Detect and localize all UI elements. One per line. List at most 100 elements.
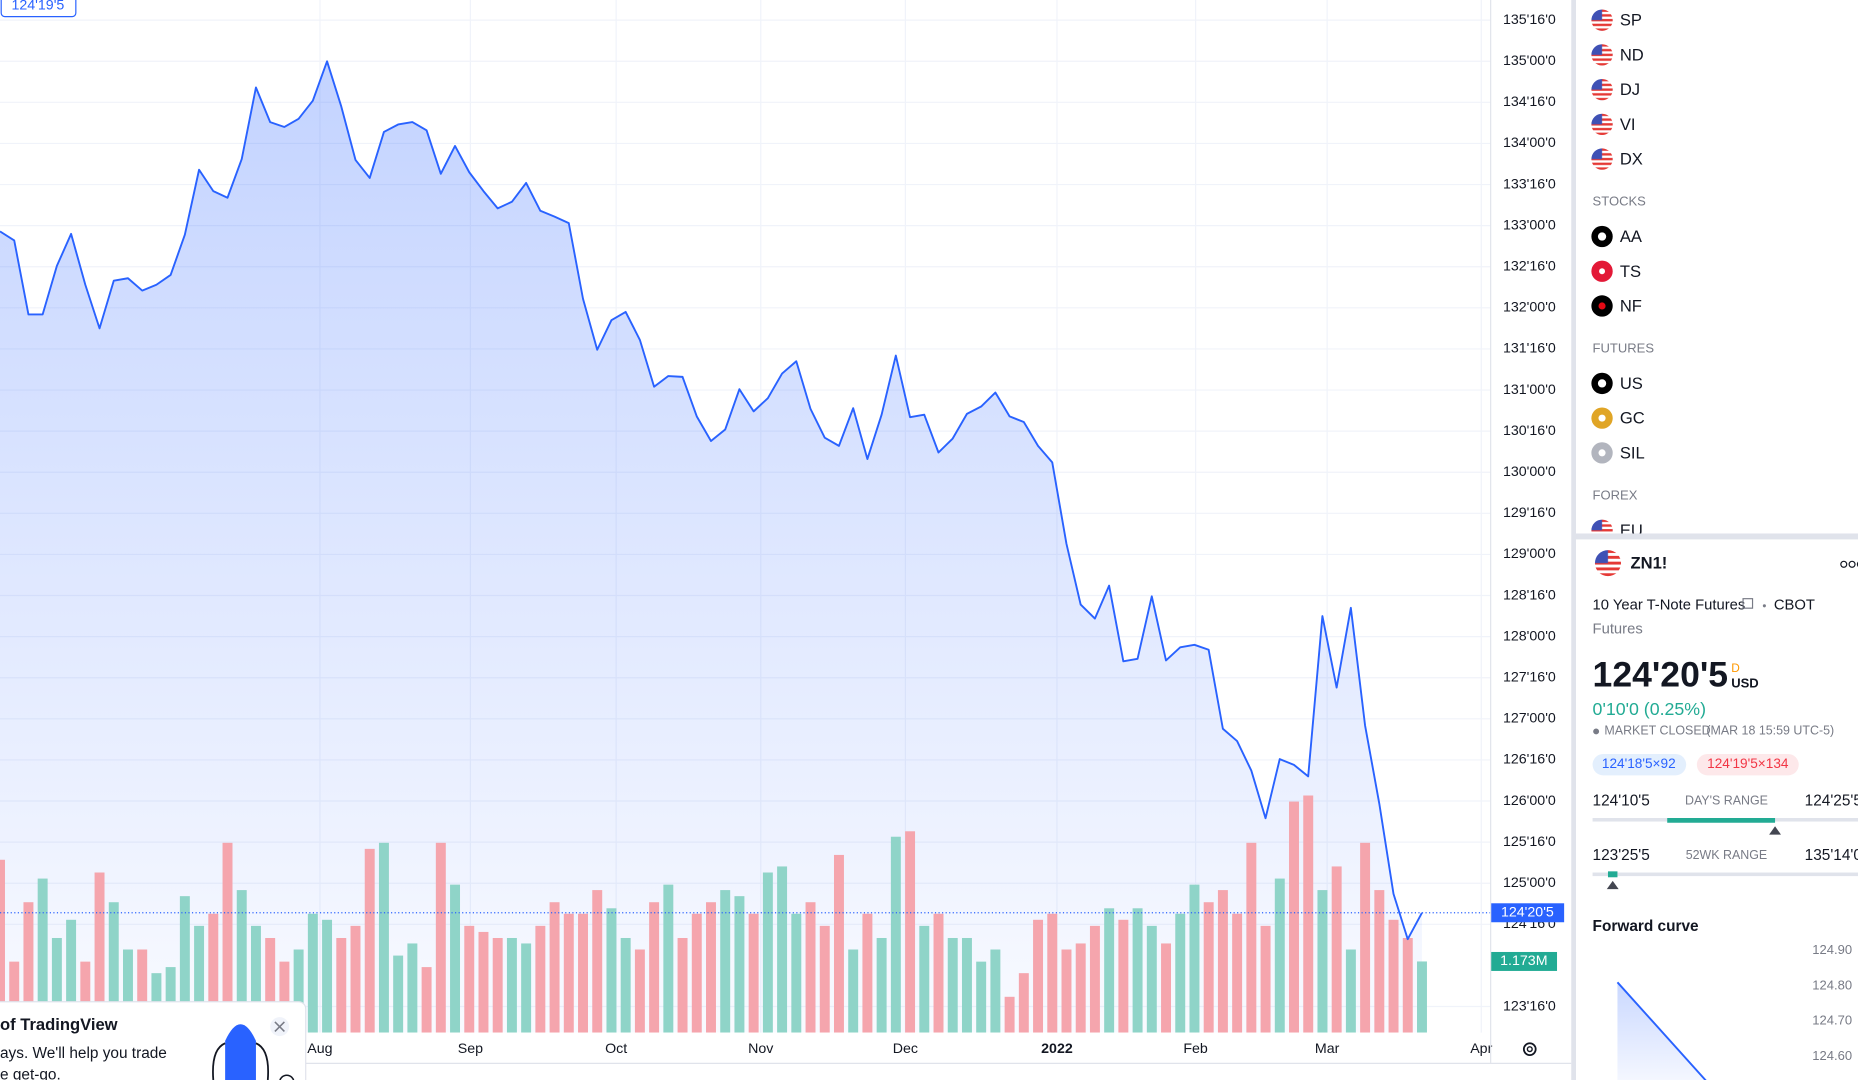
volume-bar (179, 896, 190, 1033)
dot[interactable] (1840, 560, 1848, 568)
volume-bar (1402, 937, 1413, 1033)
volume-bar (1317, 890, 1328, 1033)
close-button[interactable] (270, 1017, 290, 1037)
volume-bar (634, 949, 645, 1033)
status-time: (MAR 18 15:59 UTC-5) (1706, 724, 1834, 738)
watchlist-symbol[interactable]: DJ (1620, 80, 1640, 99)
y-tick-label: 129'00'0 (1503, 546, 1556, 562)
y-tick-label: 125'00'0 (1503, 875, 1556, 891)
volume-bar (137, 949, 148, 1033)
volume-bar (435, 842, 446, 1033)
volume-bar (677, 937, 688, 1033)
symbol-name: 10 Year T-Note Futures (1593, 598, 1746, 614)
x-tick-label: Aug (307, 1041, 332, 1057)
volume-bar (762, 872, 773, 1033)
watchlist-symbol[interactable]: TS (1620, 262, 1641, 281)
bid-pill (1592, 753, 1687, 776)
watchlist-symbol[interactable]: US (1620, 374, 1643, 393)
volume-bar (1033, 919, 1044, 1033)
range-track (1592, 872, 1858, 877)
volume-bar (322, 919, 333, 1033)
dot[interactable] (1856, 561, 1858, 567)
gear-icon[interactable] (1526, 1046, 1533, 1053)
watchlist-symbol[interactable]: EU (1620, 521, 1643, 540)
watchlist-section: FUTURES (1593, 340, 1655, 355)
dot[interactable] (1848, 560, 1856, 568)
x-tick-label: Sep (458, 1041, 483, 1057)
volume-bar (933, 913, 944, 1033)
watchlist-symbol[interactable]: ND (1620, 45, 1644, 64)
y-tick-label: 127'00'0 (1503, 711, 1556, 727)
symbol-icon (1591, 148, 1613, 170)
volume-bar (833, 854, 844, 1033)
week52-high: 135'14'0 (1805, 847, 1858, 864)
watchlist-symbol[interactable]: AA (1620, 227, 1643, 246)
x-tick-label: Mar (1315, 1041, 1340, 1057)
volume-bar (421, 967, 432, 1033)
watchlist-symbol[interactable]: DX (1620, 150, 1643, 169)
day-range-label: DAY'S RANGE (1685, 794, 1768, 808)
volume-label-box (1490, 951, 1558, 971)
volume-bar (563, 913, 574, 1033)
price-line (0, 60, 1423, 941)
volume-bar (208, 913, 219, 1033)
close-icon[interactable] (274, 1021, 285, 1032)
volume-bar (521, 943, 532, 1033)
symbol-icon-glyph (1599, 268, 1606, 275)
watchlist-symbol[interactable]: NF (1620, 297, 1642, 316)
watchlist-symbol[interactable]: VI (1620, 115, 1636, 134)
volume-bar (663, 884, 674, 1033)
watchlist-symbol[interactable]: GC (1620, 409, 1645, 428)
volume-bar (549, 902, 560, 1033)
volume-bar (9, 961, 20, 1033)
volume-bar (407, 943, 418, 1033)
decor-circle (279, 1074, 295, 1080)
x-tick-label: Oct (605, 1041, 627, 1057)
week52-low: 123'25'5 (1593, 847, 1650, 864)
y-tick-label: 127'16'0 (1503, 669, 1556, 685)
y-tick-label: 124.60 (1812, 1048, 1852, 1063)
watchlist-symbol[interactable]: SIL (1620, 443, 1645, 462)
volume-bar (66, 919, 77, 1033)
y-tick-label: 124.80 (1812, 977, 1852, 992)
x-tick-label: Apr (1470, 1041, 1492, 1057)
area-fill (0, 61, 1422, 1033)
volume-bar (720, 890, 731, 1033)
volume-bar (976, 961, 987, 1033)
volume-bar (37, 878, 48, 1033)
volume-bar (1217, 890, 1228, 1033)
volume-bar (862, 913, 873, 1033)
settings-button[interactable] (1522, 1042, 1537, 1056)
watchlist-section: STOCKS (1593, 194, 1647, 209)
y-tick-label: 131'00'0 (1503, 382, 1556, 398)
volume-bar (706, 902, 716, 1033)
volume-bar (1047, 913, 1058, 1033)
week52-label: 52WK RANGE (1686, 848, 1768, 862)
watchlist-symbol[interactable]: SP (1620, 11, 1642, 30)
volume-bar (1331, 866, 1342, 1033)
volume-bar (0, 859, 5, 1033)
more-button[interactable] (1840, 560, 1858, 568)
y-tick-label: 132'00'0 (1503, 300, 1556, 316)
volume-bar (876, 937, 887, 1033)
y-tick-label: 130'00'0 (1503, 464, 1556, 480)
rocket-fins (212, 1042, 270, 1080)
volume-bar (777, 866, 788, 1033)
last-price-label: 124'20'5 (1501, 905, 1554, 921)
volume-label: 1.173M (1500, 953, 1547, 969)
volume-bar (1075, 943, 1086, 1033)
volume-bar (805, 902, 816, 1033)
last-price: 124'20'5 (1593, 654, 1728, 694)
volume-bar (1175, 913, 1186, 1033)
watchlist: SP ND DJ VI DX STOCKS AA TS NF FUTURES US GC SIL FORE… (1591, 9, 1655, 540)
forward-curve-chart: 124.90 124.80 124.70 124.60 (1616, 942, 1852, 1080)
symbol-ticker[interactable]: ZN1! (1630, 554, 1667, 573)
volume-bar (307, 913, 318, 1033)
external-link-icon[interactable] (1742, 598, 1754, 609)
volume-bar (1374, 890, 1385, 1033)
volume-bar (1417, 961, 1427, 1033)
volume-bar (620, 937, 631, 1033)
symbol-details: ZN1! 10 Year T-Note Futures CBOT Futures… (1592, 550, 1858, 935)
gear-icon[interactable] (1522, 1042, 1537, 1056)
